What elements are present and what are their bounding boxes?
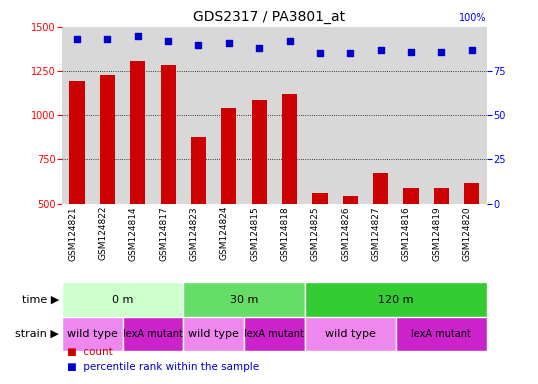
Text: lexA mutant: lexA mutant [123,329,183,339]
Text: wild type: wild type [67,329,118,339]
Text: GSM124820: GSM124820 [463,206,472,260]
Bar [160,65,176,292]
Bar [62,282,183,317]
Bar [313,193,328,292]
Text: GSM124826: GSM124826 [341,206,350,260]
Text: GSM124824: GSM124824 [220,206,229,260]
Text: GSM124827: GSM124827 [372,206,380,260]
Bar [373,174,388,292]
Bar [252,100,267,292]
Bar [183,282,305,317]
Point [316,50,324,56]
Text: GSM124815: GSM124815 [250,206,259,261]
Text: GSM124819: GSM124819 [433,206,441,261]
Text: GSM124821: GSM124821 [68,206,77,260]
Point [255,45,264,51]
Text: GSM124814: GSM124814 [129,206,138,260]
Text: 100%: 100% [459,13,487,23]
Text: GSM124818: GSM124818 [280,206,289,261]
Point [224,40,233,46]
Text: GDS2317 / PA3801_at: GDS2317 / PA3801_at [193,10,345,23]
Text: 0 m: 0 m [112,295,133,305]
Text: GSM124817: GSM124817 [159,206,168,261]
Text: GSM124822: GSM124822 [98,206,108,260]
Text: GSM124816: GSM124816 [402,206,411,261]
Bar [396,317,487,351]
Bar [305,317,396,351]
Text: lexA mutant: lexA mutant [412,329,471,339]
Point [346,50,355,56]
Bar [100,74,115,292]
Text: time ▶: time ▶ [22,295,59,305]
Bar [123,317,183,351]
Text: wild type: wild type [325,329,376,339]
Point [285,38,294,44]
Point [407,48,415,55]
Text: ■  percentile rank within the sample: ■ percentile rank within the sample [67,362,259,372]
Text: strain ▶: strain ▶ [15,329,59,339]
Text: 30 m: 30 m [230,295,258,305]
Text: ■  count: ■ count [67,347,113,357]
Point [194,41,203,48]
Point [437,48,445,55]
Bar [244,317,305,351]
Point [468,47,476,53]
Point [103,36,112,42]
Bar [434,188,449,292]
Bar [464,183,479,292]
Point [376,47,385,53]
Bar [343,195,358,292]
Bar [62,317,123,351]
Bar [130,61,145,292]
Bar [282,94,297,292]
Point [133,33,142,39]
Bar [191,137,206,292]
Bar [183,317,244,351]
Bar [404,188,419,292]
Bar [305,282,487,317]
Text: GSM124823: GSM124823 [189,206,199,260]
Bar [69,81,84,292]
Text: GSM124825: GSM124825 [311,206,320,260]
Text: lexA mutant: lexA mutant [244,329,305,339]
Bar [221,108,236,292]
Text: wild type: wild type [188,329,239,339]
Point [164,38,172,44]
Point [73,36,81,42]
Text: 120 m: 120 m [378,295,414,305]
